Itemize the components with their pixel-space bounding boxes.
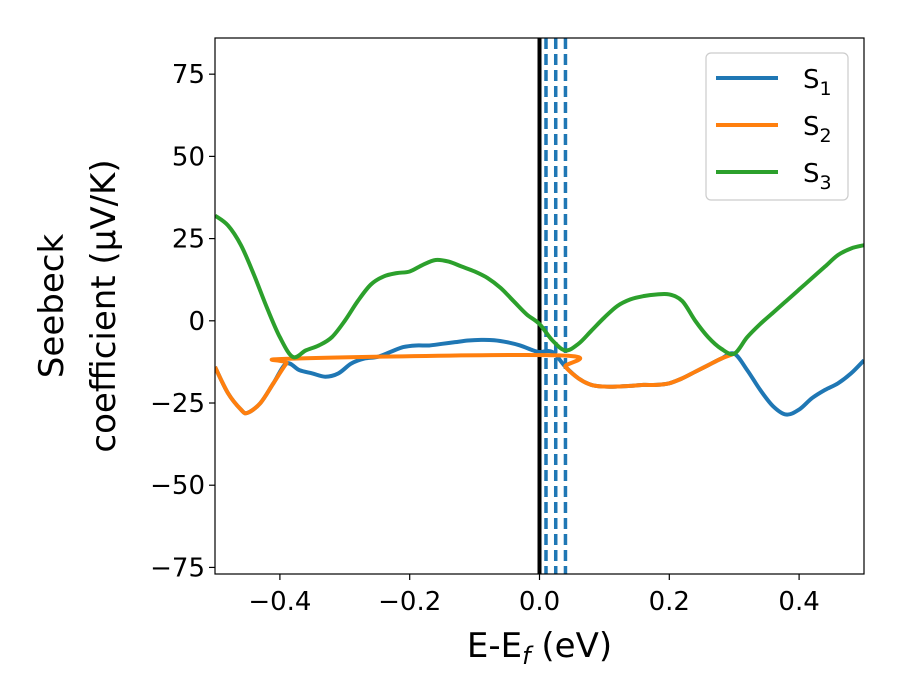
y-tick-label: −25 [150, 389, 205, 419]
y-tick-label: −50 [150, 471, 205, 501]
legend: S1 S2 S3 [705, 52, 849, 201]
y-axis-label-line-2: coefficient (μV/K) [84, 159, 124, 452]
series-line-1 [215, 337, 864, 417]
x-axis: −0.4 −0.2 0.0 0.2 0.4 [248, 574, 820, 617]
series-line-2 [215, 351, 735, 416]
legend-label-2: S2 [803, 112, 832, 147]
y-axis-label-line-1: Seebeck [32, 234, 72, 379]
x-tick-label: 0.4 [778, 587, 819, 617]
series-lines [215, 213, 864, 417]
x-tick-label: 0.0 [519, 587, 560, 617]
y-tick-label: −75 [150, 553, 205, 583]
y-tick-label: 75 [172, 60, 205, 90]
y-axis-label: Seebeck coefficient (μV/K) [32, 159, 124, 452]
series-line-3 [215, 213, 864, 360]
x-tick-label: −0.4 [248, 587, 311, 617]
x-axis-label: E-Ef (eV) [467, 626, 612, 670]
x-tick-label: 0.2 [649, 587, 690, 617]
y-tick-label: 25 [172, 225, 205, 255]
y-tick-label: 0 [188, 307, 205, 337]
legend-label-3: S3 [803, 159, 832, 194]
y-tick-label: 50 [172, 142, 205, 172]
reference-lines [537, 38, 568, 574]
y-axis: 75 50 25 0 −25 −50 −75 [150, 60, 215, 583]
x-tick-label: −0.2 [378, 587, 441, 617]
legend-label-1: S1 [803, 65, 832, 100]
